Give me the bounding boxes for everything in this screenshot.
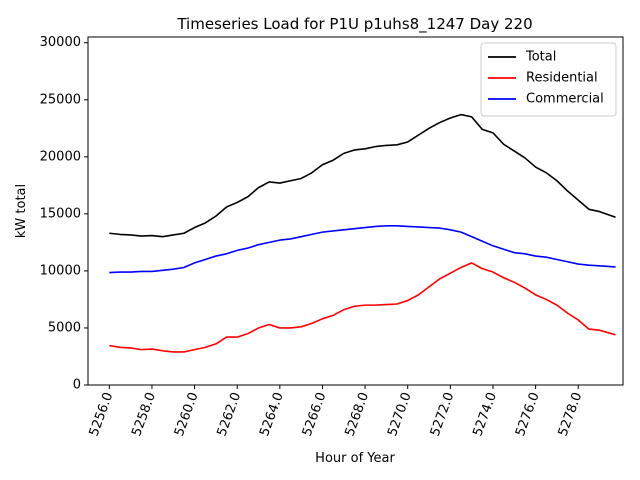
legend: Total Residential Commercial bbox=[480, 42, 617, 117]
legend-box bbox=[480, 42, 617, 117]
series-line-total bbox=[109, 113, 616, 238]
y-axis-label: kW total bbox=[14, 184, 29, 238]
series-line-commercial bbox=[109, 225, 616, 274]
plot-lines bbox=[109, 113, 616, 353]
y-axis: 0 5000 10000 15000 20000 25000 30000 bbox=[40, 35, 88, 393]
legend-label-commercial: Commercial bbox=[526, 92, 604, 107]
y-tick-label: 5000 bbox=[48, 320, 81, 335]
legend-label-residential: Residential bbox=[526, 71, 598, 86]
series-line-residential bbox=[109, 262, 616, 353]
y-tick-label: 0 bbox=[73, 378, 81, 393]
y-tick-label: 15000 bbox=[40, 206, 81, 221]
y-tick-label: 10000 bbox=[40, 263, 81, 278]
chart-title: Timeseries Load for P1U p1uhs8_1247 Day … bbox=[176, 15, 532, 34]
y-tick-label: 20000 bbox=[40, 149, 81, 164]
x-axis-label: Hour of Year bbox=[315, 451, 395, 466]
y-tick-label: 30000 bbox=[40, 35, 81, 50]
plot-frame bbox=[87, 36, 624, 386]
y-tick-label: 25000 bbox=[40, 92, 81, 107]
legend-label-total: Total bbox=[525, 50, 556, 65]
